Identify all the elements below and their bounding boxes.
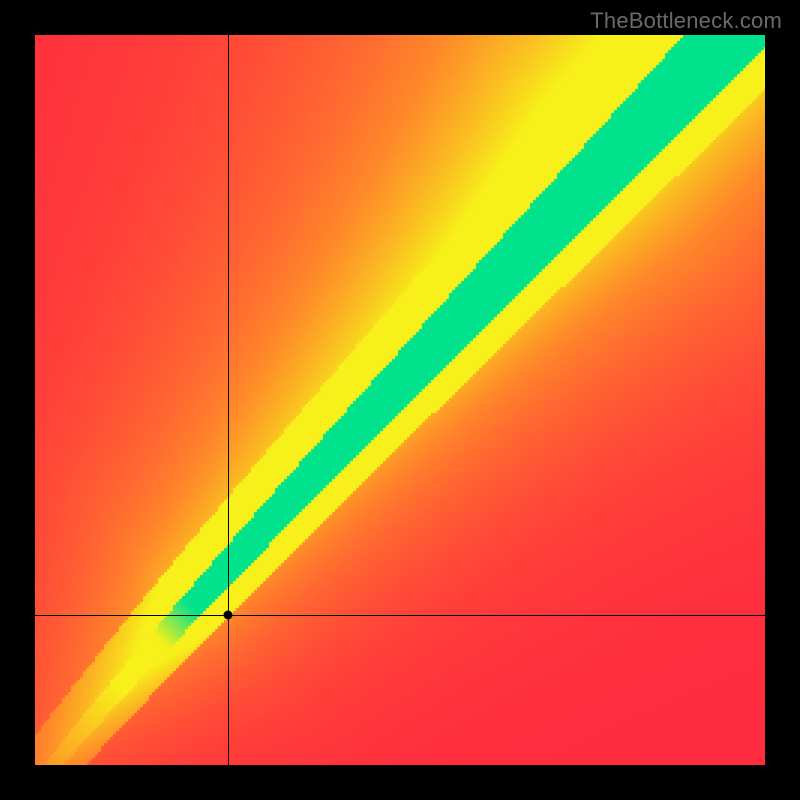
crosshair-horizontal xyxy=(35,615,765,616)
heatmap-plot xyxy=(35,35,765,765)
crosshair-vertical xyxy=(228,35,229,765)
watermark-text: TheBottleneck.com xyxy=(590,8,782,34)
heatmap-canvas xyxy=(35,35,765,765)
crosshair-marker xyxy=(224,611,233,620)
